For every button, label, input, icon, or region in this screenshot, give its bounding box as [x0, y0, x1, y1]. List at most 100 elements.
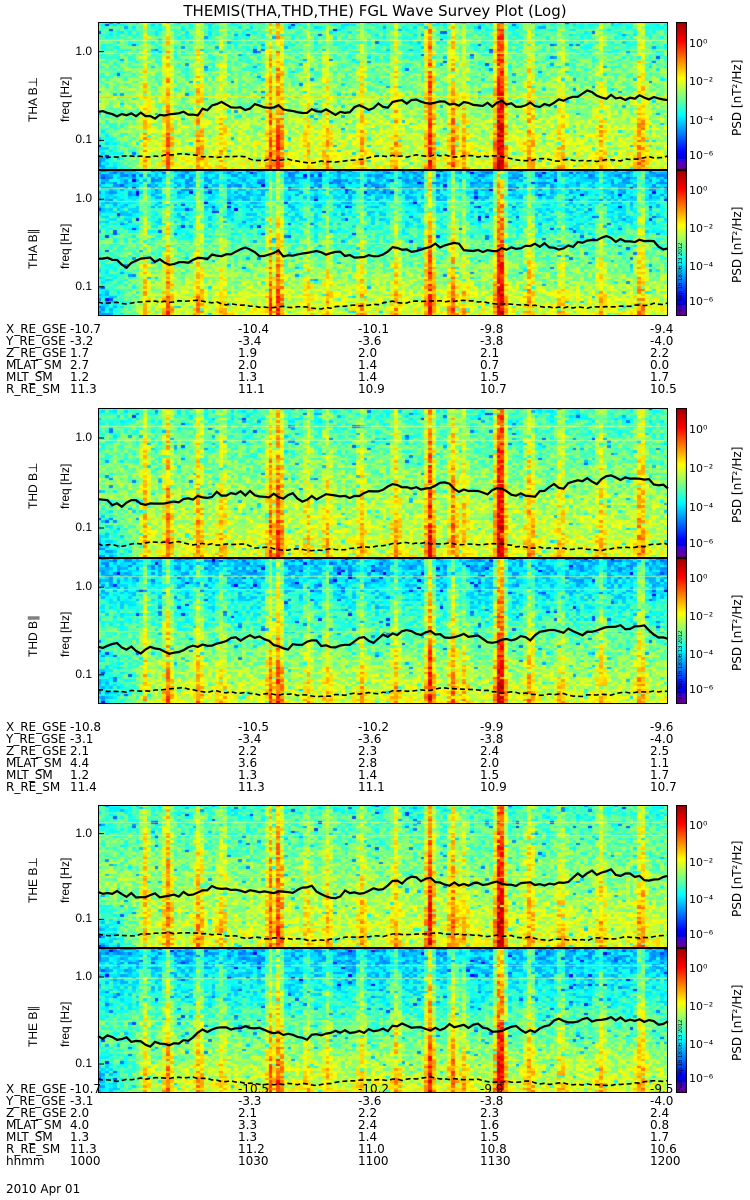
ephemeris-value: 1.2 [70, 768, 90, 782]
freq-axis-label: freq [Hz] [58, 463, 72, 509]
ephemeris-value: 1.7 [650, 370, 670, 384]
ephemeris-value: 2.1 [238, 1106, 258, 1120]
ephemeris-value: -3.8 [480, 1094, 504, 1108]
colorbar-tick-label: 10⁰ [689, 184, 708, 198]
ephemeris-value: 2.0 [480, 756, 500, 770]
colorbar-tick-label: 10⁰ [689, 818, 708, 832]
ephemeris-row-name: Z_RE_GSE [6, 1106, 67, 1120]
colorbar-tick-label: 10⁻² [689, 610, 714, 624]
ephemeris-value: -3.8 [480, 732, 504, 746]
ephemeris-value: 3.3 [238, 1118, 258, 1132]
dashed-curve [97, 686, 669, 698]
ephemeris-value: 1.3 [238, 1130, 258, 1144]
dashed-curve [97, 153, 669, 164]
y-tick-label: 0.1 [75, 666, 92, 681]
ephemeris-value: 10.8 [480, 1142, 507, 1156]
ephemeris-value: -10.5 [238, 1082, 270, 1096]
y-tick-label: 1.0 [75, 430, 92, 444]
ephemeris-value: 1.5 [480, 1130, 500, 1144]
ephemeris-value: -3.4 [238, 334, 262, 348]
colorbar-label: PSD [nT²/Hz] [730, 840, 744, 917]
freq-axis-label: freq [Hz] [58, 857, 72, 903]
ephemeris-row-name: Z_RE_GSE [6, 744, 67, 758]
ephemeris-row-name: R_RE_SM [6, 780, 61, 794]
ephemeris-value: 11.2 [238, 1142, 265, 1156]
y-tick-label: 0.1 [75, 1056, 92, 1070]
colorbar-tick-label: 10⁻⁶ [689, 927, 714, 941]
ephemeris-value: -10.2 [358, 720, 390, 734]
colorbar-tick-label: 10⁻⁴ [689, 501, 714, 514]
ephemeris-value: -9.6 [650, 720, 674, 734]
ephemeris-row-name: Z_RE_GSE [6, 346, 67, 360]
ephemeris-row-name: X_RE_GSE [6, 720, 67, 734]
ephemeris-row-name: MLT_SM [6, 1130, 53, 1144]
colorbar-tick-label: 10⁻⁶ [689, 295, 714, 309]
ephemeris-value: 1.3 [238, 768, 258, 782]
panel-frame [98, 558, 668, 704]
ephemeris-value: 11.4 [70, 780, 97, 794]
ephemeris-value: 1030 [238, 1154, 269, 1168]
ephemeris-value: -10.8 [70, 720, 102, 734]
ephemeris-value: -4.0 [650, 732, 674, 746]
colorbar-tick-label: 10⁻⁴ [689, 260, 714, 274]
colorbar [676, 22, 687, 170]
ephemeris-row-name: X_RE_GSE [6, 1082, 67, 1096]
colorbar-tick-label: 10⁻² [689, 75, 714, 89]
ephemeris-value: 1.3 [70, 1130, 90, 1144]
ephemeris-value: 1.4 [358, 358, 378, 372]
ephemeris-value: -10.7 [70, 1082, 102, 1096]
ephemeris-value: -10.1 [358, 322, 390, 336]
tha-par-spectrogram [98, 170, 668, 316]
panel-label: THD B∥ [26, 615, 40, 657]
freq-axis-label: freq [Hz] [58, 223, 72, 269]
timestamp-stamp: Sun Sep 16 18:06:13 2012 [678, 242, 684, 314]
thd-perp-spectrogram [98, 408, 668, 558]
dashed-curve [97, 931, 669, 942]
colorbar-tick-label: 10⁰ [689, 572, 708, 586]
ephemeris-value: 2.8 [358, 756, 378, 770]
ephemeris-row-name: X_RE_GSE [6, 322, 67, 336]
dashed-curve [97, 299, 669, 310]
y-tick-label: 1.0 [75, 579, 92, 594]
ephemeris-value: 2.7 [70, 358, 90, 372]
ephemeris-value: 2.5 [650, 744, 670, 758]
ephemeris-value: 11.1 [238, 382, 265, 396]
ephemeris-value: 2.4 [358, 1118, 378, 1132]
ephemeris-value: -9.9 [480, 720, 504, 734]
solid-curve [97, 623, 669, 655]
solid-curve [97, 867, 669, 900]
colorbar-tick-label: 10⁰ [689, 962, 708, 976]
ephemeris-value: 1.1 [650, 756, 670, 770]
ephemeris-value: 2.0 [70, 1106, 90, 1120]
tha-par-overlay [97, 170, 669, 316]
ephemeris-row-name: Y_RE_GSE [6, 732, 66, 746]
ephemeris-value: 1.4 [358, 370, 378, 384]
colorbar-tick-label: 10⁰ [689, 36, 708, 50]
tha-perp-overlay [97, 22, 669, 170]
colorbar-tick-label: 10⁻² [689, 462, 714, 475]
colorbar [676, 558, 687, 704]
colorbar-tick-label: 10⁻² [689, 222, 714, 236]
panel-label: THA B⊥ [26, 76, 40, 122]
ephemeris-value: -3.2 [70, 334, 94, 348]
colorbar-tick-label: 10⁻⁶ [689, 683, 714, 697]
ephemeris-value: 10.9 [358, 382, 385, 396]
ephemeris-value: 3.6 [238, 756, 258, 770]
ephemeris-value: 1.3 [238, 370, 258, 384]
ephemeris-value: 1.9 [238, 346, 258, 360]
ephemeris-value: 1130 [480, 1154, 511, 1168]
ephemeris-row-name: MLT_SM [6, 370, 53, 384]
ephemeris-value: 10.7 [650, 780, 677, 794]
ephemeris-value: 11.3 [70, 382, 97, 396]
ephemeris-value: -3.6 [358, 1094, 382, 1108]
timestamp-stamp: Sun Sep 16 18:06:13 2012 [678, 630, 684, 702]
ephemeris-value: 11.3 [70, 1142, 97, 1156]
panel-frame [98, 408, 668, 558]
ephemeris-value: -3.1 [70, 732, 94, 746]
ephemeris-value: -3.4 [238, 732, 262, 746]
ephemeris-value: 1.7 [650, 1130, 670, 1144]
y-tick-label: 1.0 [75, 969, 92, 983]
plot-title: THEMIS(THA,THD,THE) FGL Wave Survey Plot… [183, 2, 567, 20]
timestamp-stamp: Sun Sep 16 18:06:13 2012 [678, 1019, 684, 1091]
